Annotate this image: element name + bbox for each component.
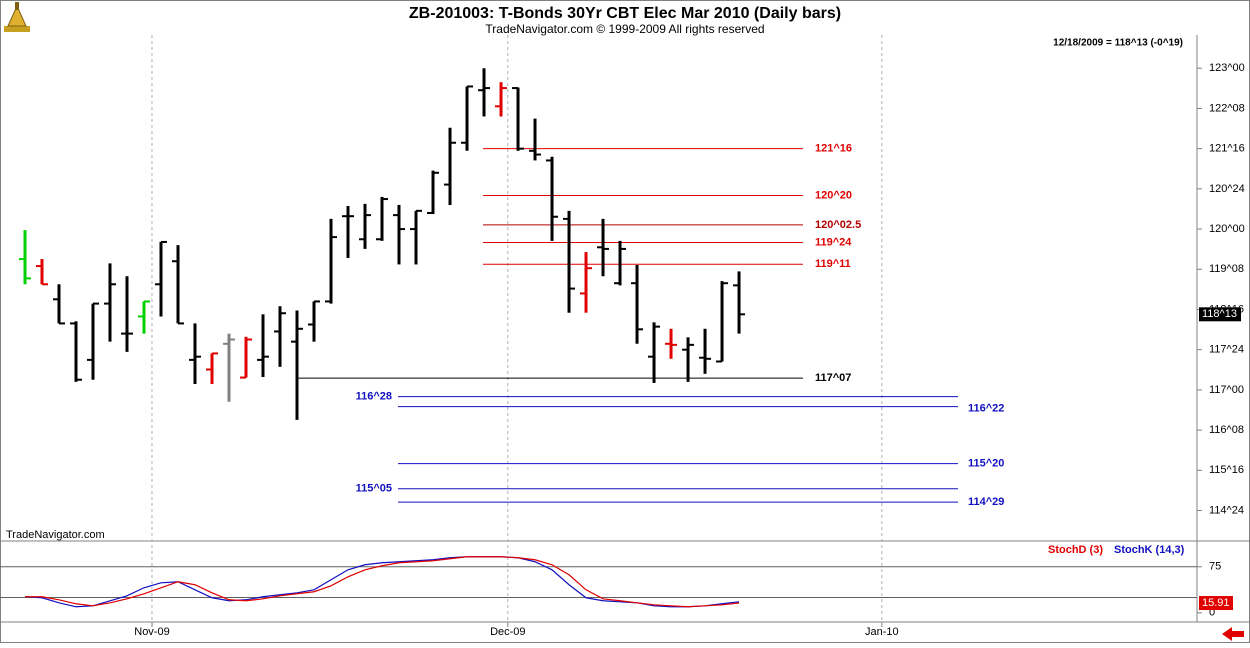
app-icon: [4, 2, 30, 32]
y-tick-label: 119^08: [1209, 263, 1244, 275]
scroll-arrow[interactable]: [1222, 627, 1244, 641]
stoch-line: [24, 556, 740, 608]
chart-subtitle: TradeNavigator.com © 1999-2009 All right…: [485, 22, 764, 36]
level-label: 121^16: [815, 143, 852, 155]
level-label: 119^11: [815, 258, 851, 270]
legend-entry: StochK (14,3): [1114, 544, 1185, 556]
y-tick-label: 0: [1209, 607, 1215, 619]
watermark: TradeNavigator.com: [6, 529, 105, 541]
level-label: 120^02.5: [815, 219, 861, 231]
y-tick-label: 115^16: [1209, 464, 1244, 476]
stoch-value-box: [1199, 596, 1233, 611]
level-label: 120^20: [815, 189, 852, 201]
y-tick-label: 120^24: [1209, 183, 1245, 195]
level-label: 116^22: [968, 403, 1004, 415]
y-tick-label: 116^08: [1209, 424, 1244, 436]
x-tick-label: Dec-09: [490, 626, 525, 638]
y-tick-label: 117^24: [1209, 344, 1244, 356]
last-price-label: 118^13: [1202, 308, 1237, 320]
chart-title: ZB-201003: T-Bonds 30Yr CBT Elec Mar 201…: [409, 5, 841, 22]
last-price-box: [1199, 307, 1241, 322]
legend-entry: StochD (3): [1048, 544, 1103, 556]
y-tick-label: 114^24: [1209, 504, 1244, 516]
stoch-line: [24, 556, 740, 608]
y-tick-label: 121^16: [1209, 143, 1245, 155]
level-label: 117^07: [815, 372, 851, 384]
level-label: 116^28: [356, 391, 392, 403]
x-tick-label: Jan-10: [865, 626, 899, 638]
y-tick-label: 123^00: [1209, 62, 1245, 74]
y-tick-label: 122^08: [1209, 102, 1245, 114]
y-tick-label: 120^00: [1209, 223, 1245, 235]
price-info: 12/18/2009 = 118^13 (-0^19): [1053, 38, 1183, 49]
y-tick-label: 75: [1209, 561, 1221, 573]
level-label: 119^24: [815, 236, 852, 248]
stoch-value-label: 15.91: [1202, 597, 1230, 609]
level-label: 115^05: [356, 483, 392, 495]
level-label: 114^29: [968, 496, 1004, 508]
x-tick-label: Nov-09: [134, 626, 169, 638]
y-tick-label: 117^00: [1209, 384, 1244, 396]
level-label: 115^20: [968, 458, 1004, 470]
